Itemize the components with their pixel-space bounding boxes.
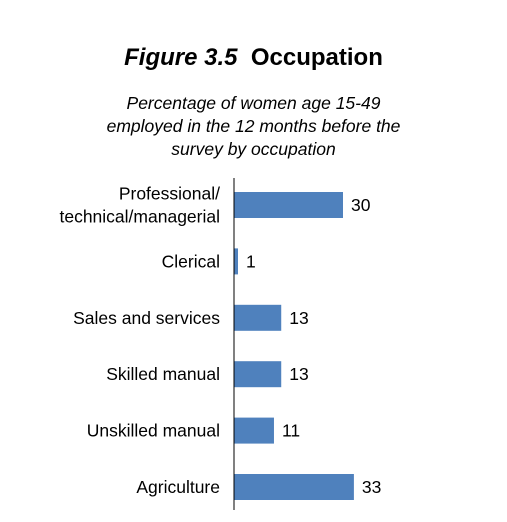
subtitle-line-2: employed in the 12 months before the bbox=[106, 116, 401, 136]
category-label-4: Unskilled manual bbox=[87, 421, 220, 441]
category-label-5: Agriculture bbox=[136, 477, 220, 497]
category-label-1: Clerical bbox=[162, 251, 220, 271]
value-label-0: 30 bbox=[351, 195, 371, 215]
bar-5 bbox=[234, 474, 354, 500]
bar-1 bbox=[234, 248, 238, 275]
category-label-2: Sales and services bbox=[73, 308, 220, 328]
figure-title-text: Occupation bbox=[250, 44, 383, 71]
category-label-0-line-0: Professional/ bbox=[119, 184, 220, 204]
bar-0 bbox=[234, 192, 343, 218]
subtitle-line-1: Percentage of women age 15-49 bbox=[126, 93, 381, 113]
value-label-3: 13 bbox=[289, 364, 308, 384]
bar-2 bbox=[234, 304, 282, 331]
subtitle-line-3: survey by occupation bbox=[171, 139, 336, 159]
category-label-0-line-1: technical/managerial bbox=[59, 207, 220, 227]
value-label-1: 1 bbox=[246, 251, 256, 271]
category-label-3: Skilled manual bbox=[106, 364, 220, 384]
bar-3 bbox=[234, 361, 282, 388]
value-label-2: 13 bbox=[289, 308, 308, 328]
figure-title: Figure 3.5 Occupation bbox=[0, 44, 507, 72]
value-label-4: 11 bbox=[282, 421, 300, 441]
bar-4 bbox=[234, 417, 274, 444]
value-label-5: 33 bbox=[362, 477, 381, 497]
figure-number: Figure 3.5 bbox=[124, 44, 238, 71]
